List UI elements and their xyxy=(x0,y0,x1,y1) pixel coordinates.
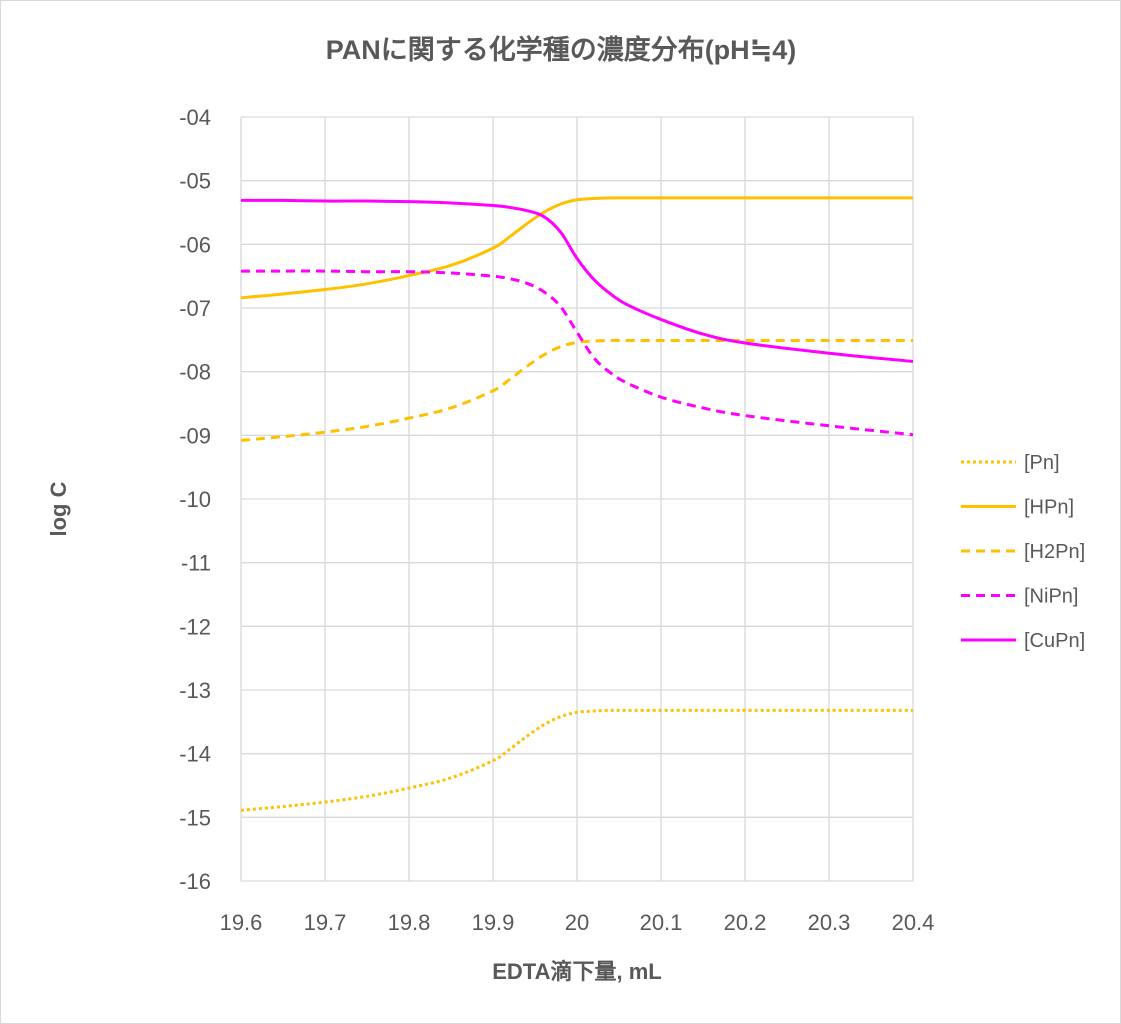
series-line-nipn xyxy=(241,269,914,437)
series-group xyxy=(240,196,914,812)
y-tick-label: -08 xyxy=(179,360,211,385)
x-tick-label: 20.4 xyxy=(892,910,935,935)
y-tick-label: -06 xyxy=(179,232,211,257)
y-tick-label: -05 xyxy=(179,169,211,194)
legend-label-pn: [Pn] xyxy=(1024,452,1060,474)
y-tick-label: -10 xyxy=(179,487,211,512)
legend-label-nipn: [NiPn] xyxy=(1024,586,1078,608)
legend-label-hpn: [HPn] xyxy=(1024,497,1074,519)
y-tick-label: -13 xyxy=(179,678,211,703)
y-tick-label: -04 xyxy=(179,105,211,130)
y-tick-label: -15 xyxy=(179,805,211,830)
x-tick-label: 20.3 xyxy=(808,910,851,935)
x-tick-label: 20.1 xyxy=(640,910,683,935)
y-tick-label: -12 xyxy=(179,614,211,639)
gridlines xyxy=(240,116,914,882)
y-axis: -04 -05 -06 -07 -08 -09 -10 -11 -12 -13 -14 -15 -16 xyxy=(179,105,211,894)
series-line-cupn xyxy=(240,198,914,363)
series-line-pn xyxy=(240,708,913,812)
legend-label-h2pn: [H2Pn] xyxy=(1024,541,1085,563)
y-tick-label: -07 xyxy=(179,296,211,321)
series-line-hpn xyxy=(240,196,913,300)
y-axis-title: log C xyxy=(46,481,71,536)
x-axis: 19.6 19.7 19.8 19.9 20 20.1 20.2 20.3 20.4 xyxy=(220,910,935,935)
x-tick-label: 19.7 xyxy=(304,910,347,935)
y-tick-label: -14 xyxy=(179,742,211,767)
y-tick-label: -16 xyxy=(179,869,211,894)
legend-label-cupn: [CuPn] xyxy=(1024,630,1085,652)
y-tick-label: -09 xyxy=(179,423,211,448)
x-axis-title: EDTA滴下量, mL xyxy=(492,959,661,984)
chart-title: PANに関する化学種の濃度分布(pH≒4) xyxy=(326,34,797,65)
y-tick-label: -11 xyxy=(181,551,211,576)
series-line-h2pn xyxy=(240,338,913,442)
x-tick-label: 19.8 xyxy=(388,910,431,935)
x-tick-label: 19.9 xyxy=(472,910,515,935)
x-tick-label: 20.2 xyxy=(724,910,767,935)
x-tick-label: 19.6 xyxy=(220,910,263,935)
x-tick-label: 20 xyxy=(565,910,589,935)
legend: [Pn] [HPn] [H2Pn] [NiPn] [CuPn] xyxy=(961,452,1085,652)
